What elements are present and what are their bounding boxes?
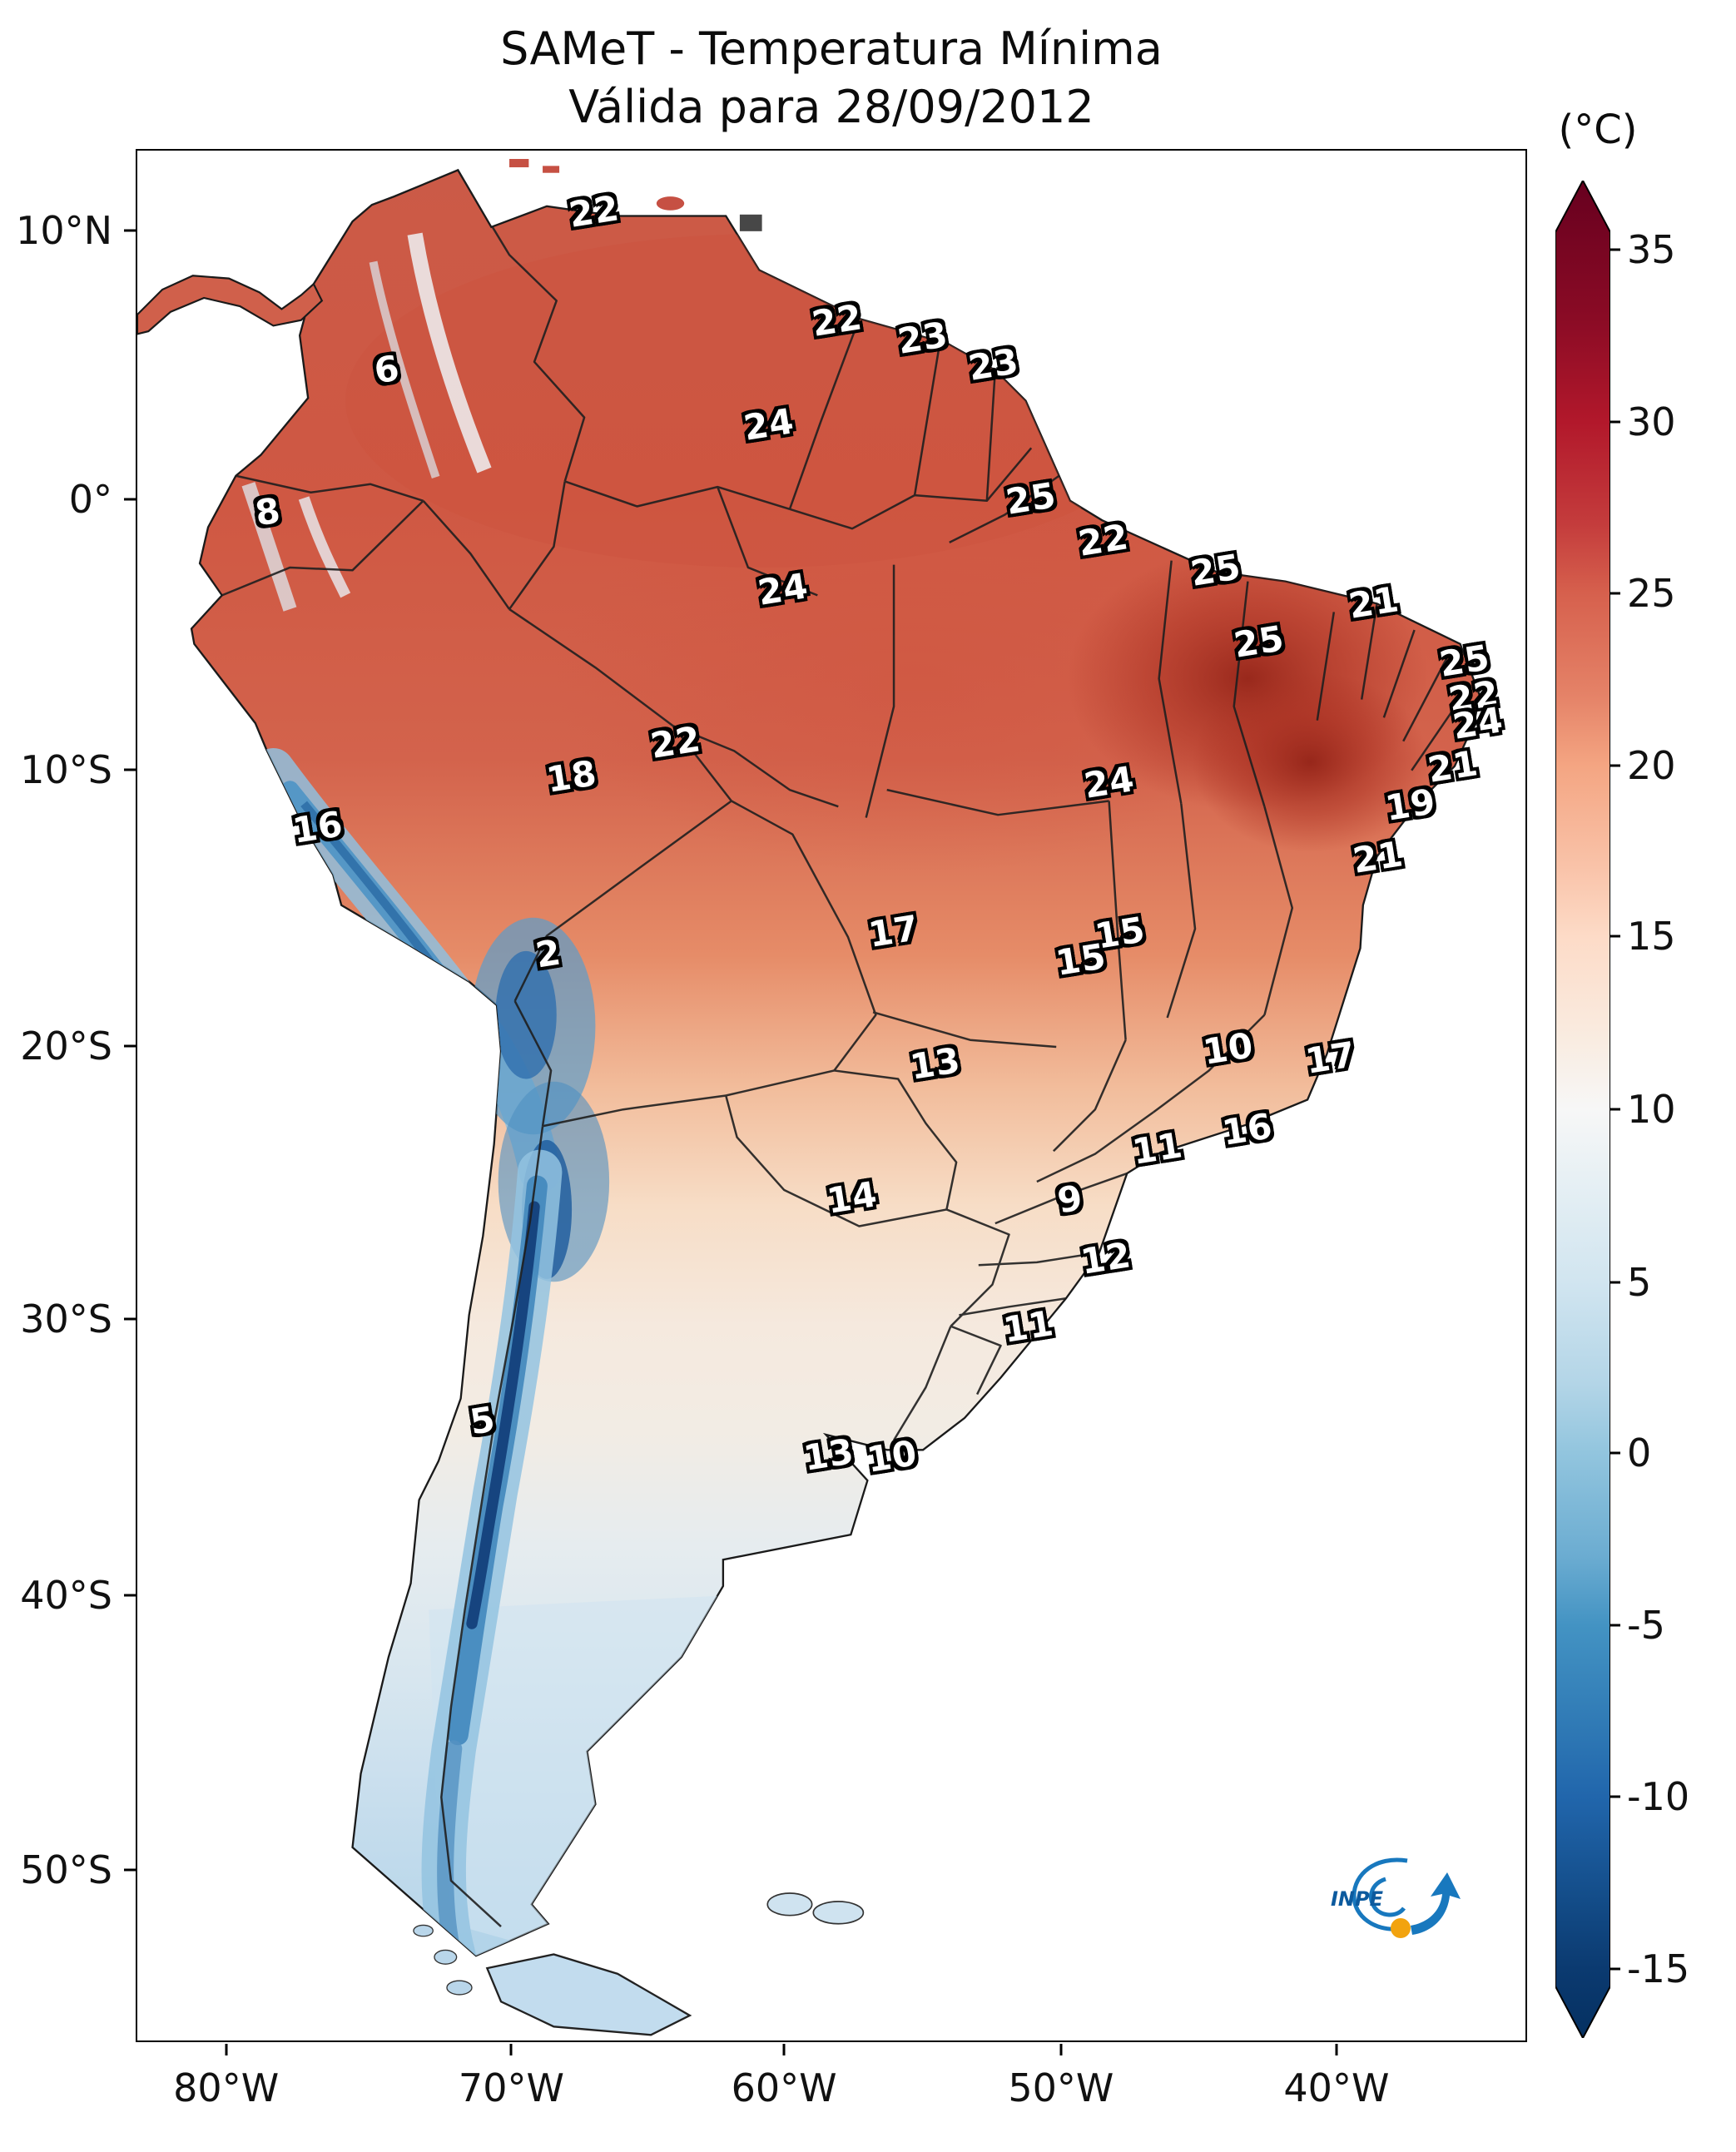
lat-tick-mark	[124, 1594, 136, 1597]
lon-tick-label: 70°W	[458, 2065, 564, 2110]
lat-tick-label: 0°	[68, 476, 112, 522]
lon-tick-label: 80°W	[173, 2065, 280, 2110]
lat-tick-mark	[124, 768, 136, 771]
caribbean-islands	[509, 159, 762, 231]
panama-landmass	[137, 275, 324, 335]
map-title: SAMeT - Temperatura Mínima	[500, 22, 1163, 75]
lat-tick-mark	[124, 229, 136, 232]
colorbar-tick-mark	[1610, 1451, 1620, 1455]
colorbar-tick-mark	[1610, 1967, 1620, 1971]
colorbar-unit-label: (°C)	[1558, 107, 1638, 153]
colorbar-tick-mark	[1610, 1108, 1620, 1111]
inpe-swirl-icon	[1352, 1857, 1408, 1931]
lon-tick-label: 60°W	[731, 2065, 837, 2110]
inpe-logo: INPE	[1324, 1842, 1466, 1951]
lon-tick-mark	[1335, 2044, 1338, 2055]
lon-tick-label: 40°W	[1283, 2065, 1390, 2110]
colorbar-tick-label: 30	[1627, 399, 1676, 445]
lat-tick-mark	[124, 1317, 136, 1321]
fjord-islands	[413, 1924, 473, 1996]
south-america-temperature-map	[137, 159, 1481, 2036]
colorbar-tick-mark	[1610, 248, 1620, 251]
colorbar-tick-label: 0	[1627, 1430, 1652, 1475]
lon-tick-mark	[782, 2044, 786, 2055]
colorbar-tick-mark	[1610, 1281, 1620, 1284]
lon-tick-mark	[1059, 2044, 1063, 2055]
lon-tick-mark	[225, 2044, 228, 2055]
colorbar-tick-label: 10	[1627, 1087, 1676, 1132]
lat-tick-label: 40°S	[20, 1573, 112, 1619]
lat-tick-mark	[124, 498, 136, 501]
title-block: SAMeT - Temperatura Mínima Válida para 2…	[136, 20, 1527, 136]
colorbar-tick-label: 5	[1627, 1259, 1652, 1305]
lat-tick-label: 30°S	[20, 1296, 112, 1341]
map-subtitle: Válida para 28/09/2012	[568, 81, 1094, 133]
colorbar-tick-label: 15	[1627, 914, 1676, 959]
colorbar-tick-mark	[1610, 592, 1620, 594]
colorbar-tick-label: -5	[1627, 1603, 1665, 1649]
lat-axis: 10°N 0° 10°S 20°S 30°S 40°S 50°S	[0, 149, 136, 2042]
map-plot-area: 22 22 23 23 6 24 25 8 22 25 24 21 25 25 22 24 22 21 18 24 19…	[136, 149, 1527, 2042]
colorbar-tick-mark	[1610, 420, 1620, 424]
political-borders	[221, 170, 1464, 1927]
lat-tick-label: 10°S	[20, 747, 112, 793]
lon-axis: 80°W 70°W 60°W 50°W 40°W	[136, 2044, 1527, 2135]
colorbar-tick-label: 35	[1627, 226, 1676, 272]
lat-tick-label: 10°N	[16, 207, 112, 253]
colorbar-tick-label: -15	[1627, 1946, 1690, 1992]
lon-tick-label: 50°W	[1008, 2065, 1114, 2110]
lon-tick-mark	[509, 2044, 513, 2055]
tierra-del-fuego	[485, 1953, 692, 2036]
colorbar-tick-label: 25	[1627, 570, 1676, 616]
lat-tick-mark	[124, 1044, 136, 1048]
colorbar-tick-label: 20	[1627, 743, 1676, 789]
colorbar-tick-mark	[1610, 764, 1620, 767]
colorbar-tick-mark	[1610, 935, 1620, 938]
colorbar-tick-mark	[1610, 1624, 1620, 1627]
colorbar: 35 30 25 20 15 10 5 0 -5 -10 -15	[1555, 181, 1736, 2038]
lat-tick-label: 50°S	[20, 1847, 112, 1892]
inpe-orange-dot	[1391, 1917, 1411, 1938]
falkland-islands	[766, 1892, 865, 1925]
inpe-logo-text: INPE	[1331, 1887, 1384, 1911]
colorbar-tick-mark	[1610, 1795, 1620, 1798]
inpe-arrow-icon	[1411, 1872, 1461, 1935]
lat-tick-mark	[124, 1868, 136, 1872]
colorbar-gradient	[1555, 181, 1610, 2038]
lat-tick-label: 20°S	[20, 1024, 112, 1069]
colorbar-tick-label: -10	[1627, 1773, 1690, 1819]
